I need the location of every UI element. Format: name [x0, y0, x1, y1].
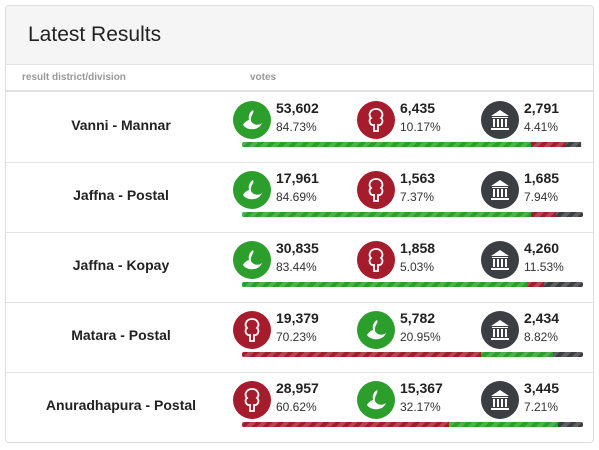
vote-count: 3,445	[524, 380, 560, 396]
vote-count: 5,782	[400, 310, 436, 326]
vote-share: 7.21%	[524, 400, 559, 414]
vote-count: 17,961	[276, 170, 319, 186]
result-row: Jaffna - Postal 17,961 84.69% 1,563 7.37% 1,6…	[6, 162, 593, 233]
divider	[6, 90, 593, 92]
share-segment	[555, 212, 583, 217]
share-segment	[558, 422, 583, 427]
vote-share: 5.03%	[400, 260, 435, 274]
vote-count: 28,957	[276, 380, 319, 396]
party-icon	[233, 241, 271, 279]
district-name: Vanni - Mannar	[71, 117, 171, 133]
share-segment	[242, 142, 531, 147]
party-icon	[357, 171, 395, 209]
party-glyph	[244, 388, 260, 412]
party-glyph	[244, 318, 260, 342]
party-icon	[357, 381, 395, 419]
party-icon	[233, 101, 271, 139]
share-segment	[530, 212, 556, 217]
share-bar	[242, 422, 583, 427]
vote-share: 20.95%	[400, 330, 441, 344]
share-segment	[530, 142, 566, 147]
result-row: Jaffna - Kopay 30,835 83.44% 1,858 5.03% 4,26…	[6, 232, 593, 303]
share-bar	[242, 142, 583, 147]
share-segment	[543, 282, 583, 287]
vote-share: 60.62%	[276, 400, 317, 414]
vote-count: 1,858	[400, 240, 436, 256]
party-icon	[233, 381, 271, 419]
party-icon	[233, 171, 271, 209]
party-glyph	[368, 248, 384, 272]
party-glyph	[491, 180, 509, 200]
party-icon	[357, 241, 395, 279]
share-segment	[481, 352, 553, 357]
party-glyph	[243, 180, 262, 200]
vote-count: 1,685	[524, 170, 560, 186]
party-icon	[481, 241, 519, 279]
share-segment	[242, 282, 527, 287]
party-icon	[357, 101, 395, 139]
district-name: Anuradhapura - Postal	[45, 397, 197, 413]
vote-share: 11.53%	[524, 260, 564, 274]
vote-share: 84.69%	[276, 190, 317, 204]
share-segment	[242, 422, 449, 427]
result-row: Anuradhapura - Postal 28,957 60.62% 15,367 3…	[6, 372, 593, 442]
column-header: result district/division	[22, 72, 126, 83]
vote-count: 53,602	[276, 100, 319, 116]
vote-count: 1,563	[400, 170, 436, 186]
vote-count: 6,435	[400, 100, 436, 116]
vote-share: 8.82%	[524, 330, 559, 344]
result-row: Vanni - Mannar 53,602 84.73% 6,435 10.17% 2,7…	[6, 92, 593, 163]
party-glyph	[368, 178, 384, 202]
party-glyph	[491, 110, 509, 130]
party-glyph	[243, 110, 262, 130]
vote-count: 2,434	[524, 310, 560, 326]
party-glyph	[491, 320, 509, 340]
vote-share: 84.73%	[276, 120, 317, 134]
share-bar	[242, 212, 583, 217]
share-bar	[242, 352, 583, 357]
party-icon	[357, 311, 395, 349]
vote-share: 70.23%	[276, 330, 317, 344]
card-header: Latest Results	[6, 6, 593, 65]
share-segment	[242, 212, 531, 217]
party-glyph	[491, 390, 509, 410]
district-name: Jaffna - Kopay	[72, 257, 170, 273]
card-title: Latest Results	[28, 23, 162, 46]
party-glyph	[367, 390, 386, 410]
party-icon	[233, 311, 271, 349]
vote-count: 4,260	[524, 240, 560, 256]
results-card: Latest Results result district/division …	[5, 5, 594, 443]
column-header: votes	[250, 72, 277, 83]
party-icon	[481, 171, 519, 209]
vote-count: 30,835	[276, 240, 319, 256]
result-row: Matara - Postal 19,379 70.23% 5,782 20.95% 2,…	[6, 302, 593, 373]
share-segment	[242, 352, 482, 357]
party-icon	[481, 381, 519, 419]
vote-count: 19,379	[276, 310, 319, 326]
vote-count: 2,791	[524, 100, 560, 116]
share-segment	[565, 142, 581, 147]
party-icon	[481, 101, 519, 139]
party-glyph	[368, 108, 384, 132]
vote-share: 4.41%	[524, 120, 559, 134]
party-glyph	[491, 250, 509, 270]
share-segment	[448, 422, 559, 427]
vote-share: 32.17%	[400, 400, 441, 414]
party-icon	[481, 311, 519, 349]
party-glyph	[243, 250, 262, 270]
vote-share: 7.37%	[400, 190, 435, 204]
vote-count: 15,367	[400, 380, 443, 396]
share-bar	[242, 282, 583, 287]
district-name: Matara - Postal	[71, 327, 171, 343]
share-segment	[552, 352, 583, 357]
party-glyph	[367, 320, 386, 340]
share-segment	[526, 282, 544, 287]
vote-share: 7.94%	[524, 190, 559, 204]
vote-share: 83.44%	[276, 260, 317, 274]
vote-share: 10.17%	[400, 120, 441, 134]
district-name: Jaffna - Postal	[73, 187, 169, 203]
